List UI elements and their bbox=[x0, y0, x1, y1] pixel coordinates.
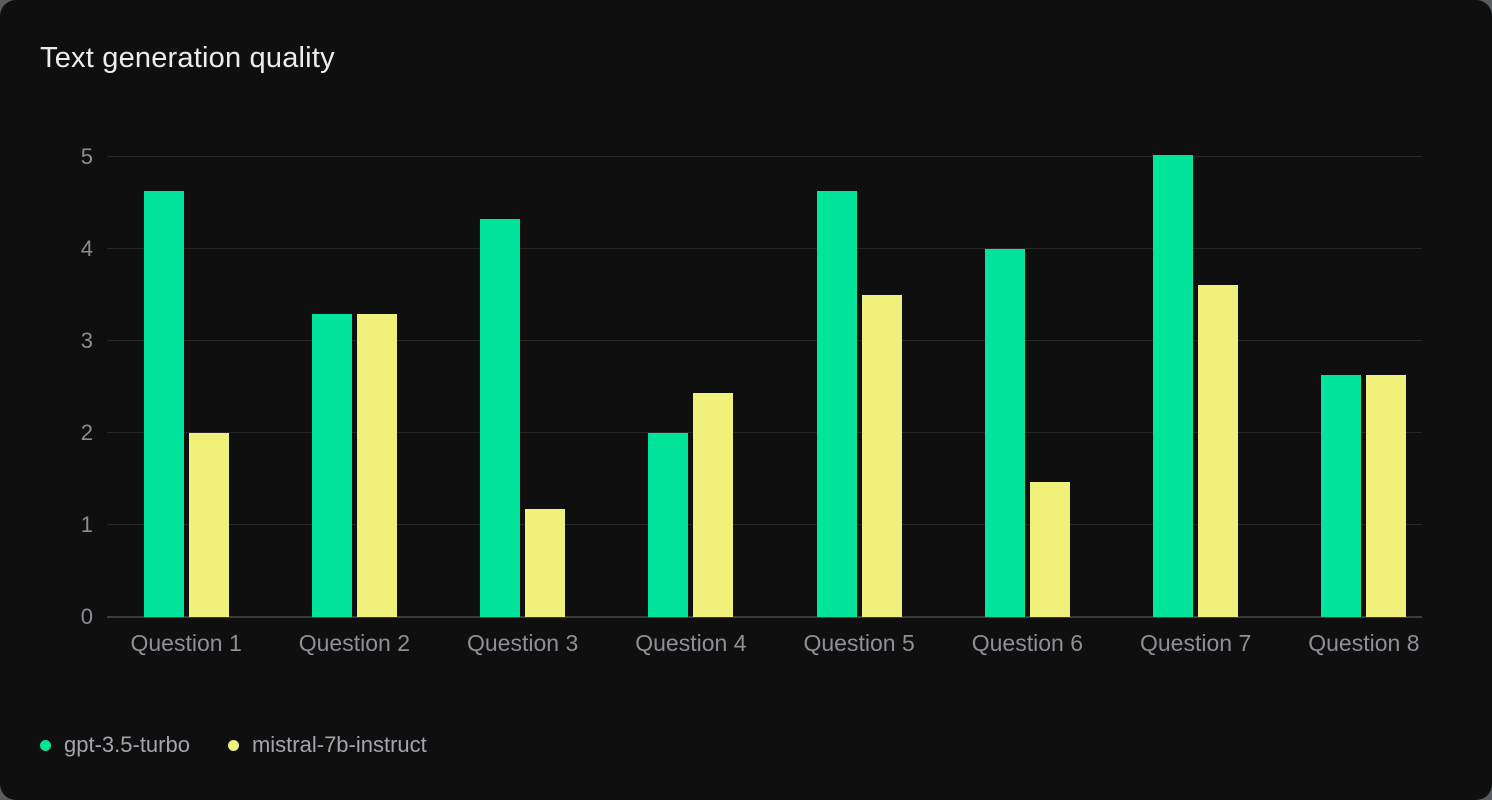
bar-gpt-3.5-turbo-question-6[interactable] bbox=[984, 249, 1025, 617]
bar-mistral-7b-instruct-question-2[interactable] bbox=[356, 314, 397, 617]
bar-gpt-3.5-turbo-question-3[interactable] bbox=[480, 218, 521, 617]
y-axis-tick-label: 2 bbox=[80, 420, 93, 445]
legend-dot-icon bbox=[227, 739, 239, 751]
x-axis-category-label: Question 3 bbox=[467, 630, 579, 656]
bar-mistral-7b-instruct-question-1[interactable] bbox=[188, 433, 229, 617]
plot-area bbox=[107, 155, 1422, 618]
bar-mistral-7b-instruct-question-8[interactable] bbox=[1366, 375, 1407, 617]
bars-layer bbox=[102, 155, 1448, 617]
legend: gpt-3.5-turbo mistral-7b-instruct bbox=[40, 732, 427, 758]
category-group bbox=[1112, 155, 1280, 617]
bar-mistral-7b-instruct-question-4[interactable] bbox=[693, 393, 734, 617]
x-axis-line bbox=[107, 616, 1422, 618]
legend-item-mistral-7b-instruct[interactable]: mistral-7b-instruct bbox=[227, 732, 427, 758]
bar-mistral-7b-instruct-question-3[interactable] bbox=[525, 509, 566, 617]
x-axis-category-label: Question 2 bbox=[298, 630, 410, 656]
y-axis-tick-label: 1 bbox=[80, 512, 93, 537]
category-group bbox=[270, 157, 438, 617]
category-group bbox=[1280, 157, 1448, 617]
chart-title: Text generation quality bbox=[40, 42, 335, 74]
bar-gpt-3.5-turbo-question-7[interactable] bbox=[1153, 155, 1194, 617]
x-axis-category-label: Question 6 bbox=[971, 630, 1083, 656]
category-group bbox=[439, 157, 607, 617]
gridline bbox=[107, 432, 1422, 433]
x-axis-category-label: Question 7 bbox=[1140, 630, 1252, 656]
x-axis-category-label: Question 1 bbox=[130, 630, 242, 656]
x-axis-category-label: Question 4 bbox=[635, 630, 747, 656]
category-group bbox=[102, 157, 270, 617]
legend-dot-icon bbox=[40, 739, 51, 751]
bar-gpt-3.5-turbo-question-1[interactable] bbox=[143, 191, 184, 617]
gridline bbox=[107, 340, 1422, 341]
bar-gpt-3.5-turbo-question-8[interactable] bbox=[1321, 375, 1362, 617]
x-axis-category-label: Question 8 bbox=[1308, 630, 1420, 656]
x-axis-category-label: Question 5 bbox=[803, 630, 915, 656]
legend-label: gpt-3.5-turbo bbox=[64, 732, 190, 757]
bar-mistral-7b-instruct-question-5[interactable] bbox=[861, 295, 902, 617]
bar-gpt-3.5-turbo-question-4[interactable] bbox=[648, 433, 689, 617]
bar-mistral-7b-instruct-question-7[interactable] bbox=[1198, 284, 1239, 617]
y-axis-tick-label: 3 bbox=[80, 328, 93, 353]
gridline bbox=[107, 156, 1422, 157]
y-axis-tick-label: 5 bbox=[80, 144, 93, 169]
category-group bbox=[943, 157, 1111, 617]
gridline bbox=[107, 524, 1422, 525]
category-group bbox=[607, 157, 775, 617]
legend-item-gpt-3.5-turbo[interactable]: gpt-3.5-turbo bbox=[40, 732, 190, 758]
bar-gpt-3.5-turbo-question-2[interactable] bbox=[311, 314, 352, 617]
x-axis: Question 1 Question 2 Question 3 Question 4… bbox=[102, 630, 1448, 657]
bar-gpt-3.5-turbo-question-5[interactable] bbox=[816, 191, 857, 617]
gridline bbox=[107, 248, 1422, 249]
y-axis-tick-label: 4 bbox=[80, 236, 93, 261]
category-group bbox=[775, 157, 943, 617]
legend-label: mistral-7b-instruct bbox=[251, 732, 427, 757]
y-axis-tick-label: 0 bbox=[80, 604, 93, 629]
bar-mistral-7b-instruct-question-6[interactable] bbox=[1029, 481, 1070, 617]
